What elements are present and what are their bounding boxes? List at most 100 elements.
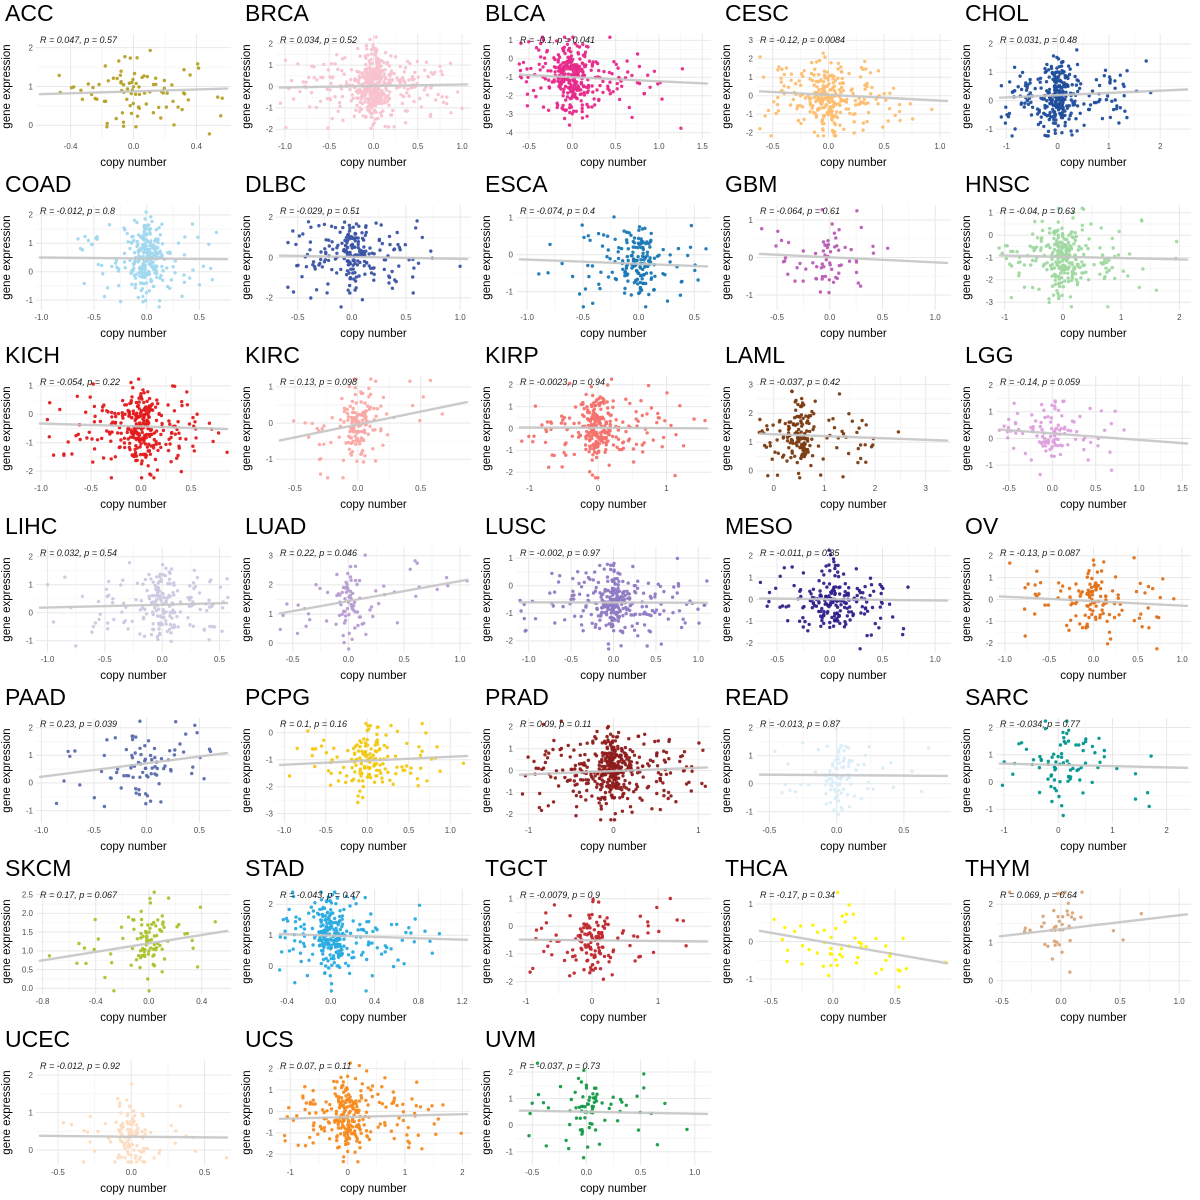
data-point [356, 46, 360, 51]
data-point [639, 258, 643, 262]
data-point [590, 458, 594, 462]
data-point [351, 406, 355, 411]
data-point [1098, 246, 1102, 250]
data-point [1056, 282, 1061, 286]
data-point [119, 421, 123, 425]
data-point [577, 421, 581, 425]
y-tick-label: -1 [506, 73, 514, 82]
data-point [833, 134, 838, 138]
data-point [1076, 262, 1080, 267]
data-point [1052, 454, 1056, 458]
data-point [377, 98, 382, 102]
data-point [854, 260, 859, 264]
data-point [621, 259, 625, 263]
data-point [403, 80, 407, 84]
data-point [668, 253, 672, 257]
data-point [408, 61, 412, 66]
data-point [362, 245, 366, 249]
data-point [663, 419, 667, 423]
r-p-annotation: R = 0.034, p = 0.52 [280, 35, 357, 45]
data-point [102, 403, 106, 407]
data-point [827, 100, 831, 104]
data-point [863, 607, 868, 611]
data-point [801, 571, 806, 575]
data-point [1051, 54, 1056, 58]
data-point [542, 56, 547, 60]
data-point [819, 473, 823, 477]
data-point [1012, 446, 1016, 450]
data-point [802, 403, 806, 407]
data-point [363, 100, 367, 104]
data-point [188, 73, 192, 77]
data-point [1122, 94, 1126, 98]
data-point [1125, 115, 1129, 120]
data-point [160, 242, 165, 246]
data-point [347, 384, 351, 389]
data-point [91, 85, 95, 90]
data-point [1054, 88, 1059, 92]
data-point [652, 288, 656, 292]
data-point [1051, 114, 1055, 119]
data-point [855, 209, 859, 213]
y-tick-label: 1 [989, 209, 994, 218]
data-point [114, 414, 118, 419]
data-point [634, 417, 638, 421]
data-point [420, 235, 424, 240]
data-point [154, 251, 158, 256]
data-point [91, 382, 95, 386]
data-point [340, 57, 345, 61]
data-point [1046, 441, 1051, 445]
trend-line [38, 87, 229, 96]
data-point [1067, 117, 1071, 121]
data-point [649, 613, 653, 618]
data-point [556, 79, 560, 83]
data-point [811, 427, 815, 432]
data-point [335, 572, 339, 577]
data-point [870, 85, 874, 90]
data-point [353, 288, 357, 292]
data-point [848, 605, 852, 609]
data-point [139, 462, 144, 466]
data-point [591, 90, 595, 94]
data-point [366, 53, 370, 57]
data-point [640, 277, 644, 281]
data-point [1108, 450, 1112, 454]
data-point [63, 575, 67, 579]
data-point [162, 611, 166, 616]
x-tick-label: 0 [1061, 313, 1066, 322]
data-point [135, 56, 139, 60]
trend-line [758, 252, 949, 265]
data-point [786, 272, 790, 276]
data-point [605, 400, 609, 404]
data-point [158, 589, 162, 593]
data-point [143, 452, 147, 456]
y-axis-label: gene expression [961, 44, 973, 128]
data-point [820, 569, 824, 573]
data-point [372, 272, 376, 276]
data-point [862, 97, 866, 102]
data-point [359, 391, 364, 396]
data-point [368, 92, 372, 97]
x-tick-label: 0.0 [141, 313, 153, 322]
data-point [631, 564, 635, 569]
data-point [1086, 278, 1091, 282]
data-point [354, 108, 358, 112]
data-point [86, 238, 91, 243]
data-point [345, 411, 350, 416]
data-point [1054, 79, 1059, 84]
data-point [198, 607, 202, 612]
data-point [820, 277, 824, 281]
data-point [347, 283, 352, 288]
data-point [347, 447, 352, 451]
data-point [341, 476, 345, 480]
data-point [389, 69, 394, 73]
data-point [151, 284, 156, 289]
x-tick-label: -0.5 [576, 313, 590, 322]
data-point [841, 475, 845, 479]
data-point [373, 459, 378, 463]
data-point [324, 250, 328, 255]
data-point [823, 55, 827, 59]
data-point [1019, 87, 1024, 92]
y-axis-label: gene expression [1, 215, 13, 299]
data-point [625, 254, 629, 259]
